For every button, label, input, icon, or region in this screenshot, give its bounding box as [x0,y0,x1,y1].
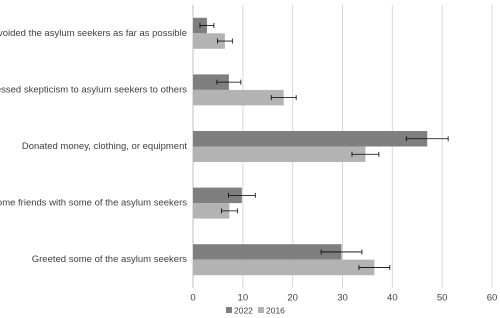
error-bar [217,38,233,44]
legend-label: 2022 [234,305,253,315]
bar [193,244,342,260]
legend-label: 2016 [266,305,285,315]
error-bar [199,23,215,29]
x-tick-label: 30 [337,293,348,304]
bar [193,89,284,106]
error-bar [227,192,256,198]
legend-swatch [226,307,232,313]
y-tick-label: Donated money, clothing, or equipment [22,141,187,152]
y-tick-label: Avoided the asylum seekers as far as pos… [0,28,187,39]
bar [193,33,225,49]
y-tick-label: Greeted some of the asylum seekers [32,254,187,265]
bar [193,131,428,147]
x-tick-label: 10 [238,293,249,304]
x-tick-label: 40 [387,293,398,304]
error-bar [358,264,391,270]
x-tick-label: 20 [287,293,298,304]
bar [193,203,230,219]
bar [193,259,375,276]
error-bar [270,95,297,101]
error-bar [320,249,363,255]
x-tick-label: 60 [487,293,498,304]
error-bar [351,151,380,157]
bar [193,187,242,204]
x-tick-label: 0 [190,293,195,304]
y-tick-label: Expressed skepticism to asylum seekers t… [0,84,187,95]
bar [193,74,229,90]
x-tick-label: 50 [437,293,448,304]
error-bar [221,208,238,214]
bar [193,146,366,162]
error-bar [216,79,242,85]
legend-swatch [258,307,264,313]
error-bar [405,136,449,142]
y-tick-label: Become friends with some of the asylum s… [0,198,187,209]
